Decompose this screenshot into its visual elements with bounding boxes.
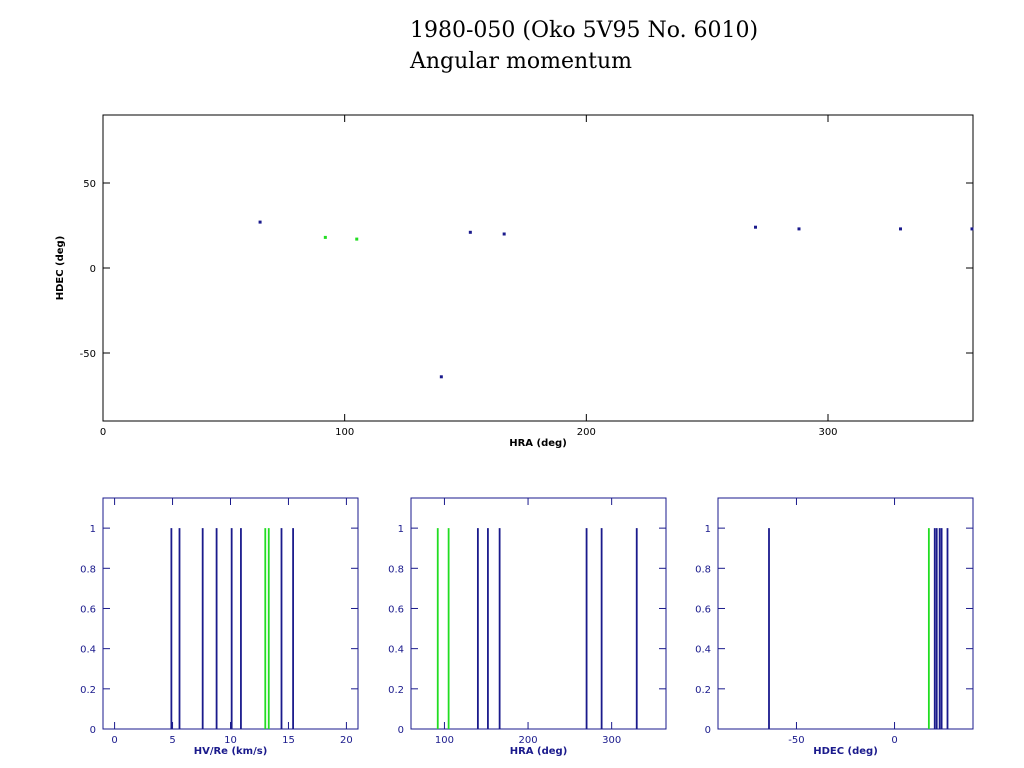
chart-title: 1980-050 (Oko 5V95 No. 6010) (410, 18, 758, 43)
x-tick-label: 100 (335, 427, 354, 438)
plot-frame (410, 497, 667, 730)
y-tick-label: 0.8 (695, 564, 711, 575)
y-tick-label: 0.6 (388, 604, 404, 615)
y-tick-label: 0 (90, 264, 96, 275)
scatter-panel: 0 100 200 300 -50 0 50 HRA (deg) HDEC (deg) (55, 114, 974, 449)
y-tick-label: 0.4 (80, 645, 96, 656)
x-tick-label: 300 (818, 427, 837, 438)
plot-frame (102, 497, 359, 730)
x-tick-label: -50 (788, 735, 804, 746)
y-tick-label: 0.8 (388, 564, 404, 575)
x-axis-label: HRA (deg) (510, 746, 568, 757)
y-tick-label: 0.2 (388, 685, 404, 696)
data-point (258, 220, 262, 224)
y-tick-label: 50 (83, 179, 96, 190)
chart-subtitle: Angular momentum (409, 49, 632, 74)
x-axis-label: HRA (deg) (509, 438, 567, 449)
histogram-hra-panel: 100 200 300 0 0.2 0.4 0.6 0.8 1 HRA (deg) (388, 497, 667, 757)
histogram-velocity-panel: 0 5 10 15 20 0 0.2 0.4 0.6 0.8 1 HV/Re (km/s) (80, 497, 359, 757)
plot-frame (102, 114, 974, 422)
data-point (754, 225, 757, 229)
x-tick-label: 20 (340, 735, 353, 746)
y-tick-label: 0.2 (80, 685, 96, 696)
y-tick-label: -50 (80, 349, 96, 360)
y-tick-label: 0.4 (388, 645, 404, 656)
data-point (323, 235, 327, 239)
y-tick-label: 0 (398, 725, 404, 736)
x-tick-label: 100 (435, 735, 454, 746)
data-point (468, 230, 472, 234)
y-tick-label: 1 (90, 524, 96, 535)
x-axis-label: HV/Re (km/s) (194, 746, 268, 757)
y-tick-label: 0.4 (695, 645, 711, 656)
x-tick-label: 200 (519, 735, 538, 746)
data-point (502, 232, 506, 236)
x-tick-label: 15 (282, 735, 295, 746)
x-tick-label: 0 (111, 735, 117, 746)
y-tick-label: 0 (90, 725, 96, 736)
histogram-hdec-panel: -50 0 0 0.2 0.4 0.6 0.8 1 HDEC (deg) (695, 497, 974, 757)
plot-frame (717, 497, 974, 730)
y-tick-label: 0 (705, 725, 711, 736)
x-tick-label: 200 (577, 427, 596, 438)
data-point (439, 375, 443, 379)
data-point (355, 237, 359, 241)
y-tick-label: 0.6 (80, 604, 96, 615)
y-tick-label: 0.6 (695, 604, 711, 615)
x-tick-label: 5 (169, 735, 175, 746)
x-tick-label: 0 (891, 735, 897, 746)
x-axis-label: HDEC (deg) (813, 746, 878, 757)
x-tick-label: 300 (602, 735, 621, 746)
y-tick-label: 1 (398, 524, 404, 535)
x-tick-label: 0 (100, 427, 106, 438)
y-tick-label: 0.2 (695, 685, 711, 696)
y-axis-label: HDEC (deg) (55, 236, 66, 301)
data-point (970, 227, 974, 231)
y-tick-label: 0.8 (80, 564, 96, 575)
y-tick-label: 1 (705, 524, 711, 535)
data-point (797, 227, 801, 231)
x-tick-label: 10 (224, 735, 237, 746)
data-point (899, 227, 902, 231)
